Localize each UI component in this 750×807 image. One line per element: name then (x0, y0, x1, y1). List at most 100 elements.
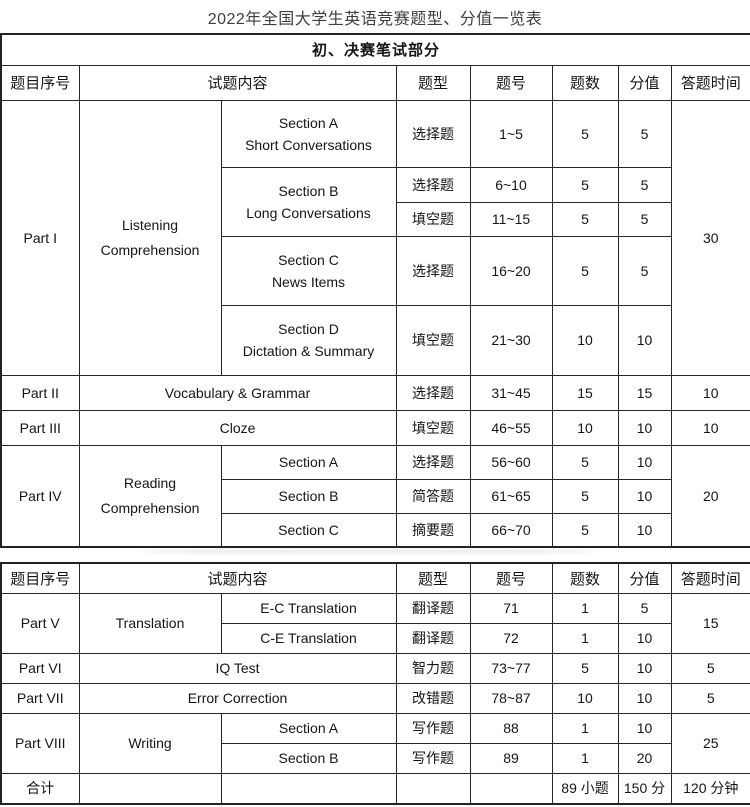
col-header-content: 试题内容 (78, 64, 397, 101)
question-numbers: 78~87 (469, 682, 553, 714)
question-count: 10 (551, 304, 619, 376)
question-score: 10 (617, 652, 672, 684)
question-score: 5 (617, 235, 672, 306)
question-score: 10 (617, 512, 672, 548)
col-header-part: 题目序号 (0, 64, 80, 101)
part-label: Part II (0, 374, 80, 411)
question-numbers: 61~65 (469, 478, 553, 514)
col-header-type: 题型 (395, 562, 471, 594)
col-header-type: 题型 (395, 64, 471, 101)
part-label: Part VII (0, 682, 80, 714)
part-content-line: Comprehension (100, 499, 200, 516)
question-count: 5 (551, 201, 619, 237)
question-numbers: 73~77 (469, 652, 553, 684)
question-score: 10 (617, 304, 672, 376)
question-type: 改错题 (395, 682, 471, 714)
part-content: Vocabulary & Grammar (78, 374, 397, 411)
question-count: 5 (551, 478, 619, 514)
table-row: Part VII Error Correction 改错题 78~87 10 1… (0, 682, 750, 714)
question-numbers: 6~10 (469, 166, 553, 203)
document-title: 2022年全国大学生英语竞赛题型、分值一览表 (207, 11, 543, 28)
answer-time: 10 (670, 374, 750, 411)
question-numbers: 46~55 (469, 409, 553, 446)
section-name-line: Short Conversations (245, 136, 372, 153)
table-row: Part VI IQ Test 智力题 73~77 5 10 5 (0, 652, 750, 684)
question-count: 5 (551, 166, 619, 203)
table-row: Part IV Reading Comprehension Section A … (0, 444, 750, 548)
question-count: 1 (551, 622, 619, 654)
question-score: 10 (617, 444, 672, 480)
question-numbers: 88 (469, 712, 553, 744)
scan-artifact (140, 549, 595, 554)
table-row: Section B 简答题 61~65 5 10 (1, 478, 750, 514)
answer-time: 10 (670, 409, 750, 446)
total-empty-cell (469, 772, 553, 805)
section-name: Section A (220, 712, 397, 744)
question-numbers: 16~20 (469, 235, 553, 306)
question-score: 5 (617, 99, 672, 168)
part-content: Error Correction (78, 682, 397, 714)
question-score: 10 (617, 409, 672, 446)
question-type: 智力题 (395, 652, 471, 684)
section-name: Section B (220, 478, 397, 514)
question-type: 写作题 (395, 742, 471, 774)
table1-section-banner: 初、决赛笔试部分 (0, 33, 750, 66)
written-test-table-continued: 题目序号 试题内容 题型 题号 题数 分值 答题时间 Part V Transl… (0, 562, 750, 805)
col-header-time: 答题时间 (670, 562, 750, 594)
answer-time: 5 (670, 682, 750, 714)
section-name-line: News Items (271, 273, 346, 290)
col-header-part: 题目序号 (0, 562, 80, 594)
question-type: 选择题 (395, 444, 471, 480)
question-score: 10 (617, 478, 672, 514)
part-label: Part IV (0, 444, 80, 548)
total-count: 89 小题 (551, 772, 619, 805)
part-content-line: Comprehension (100, 241, 200, 258)
col-header-score: 分值 (617, 562, 672, 594)
question-numbers: 56~60 (469, 444, 553, 480)
table-row: 合计 89 小题 150 分 120 分钟 (0, 772, 750, 805)
section-name: Section A Short Conversations (220, 99, 397, 168)
total-empty-cell (220, 772, 397, 805)
part-content: Translation (78, 592, 222, 654)
question-type: 翻译题 (395, 592, 471, 624)
question-count: 5 (551, 235, 619, 306)
part-content-line: Listening (121, 216, 179, 233)
part-label: Part VIII (0, 712, 80, 774)
section-name-line: Dictation & Summary (242, 343, 375, 359)
question-type: 简答题 (395, 478, 471, 514)
question-count: 10 (551, 682, 619, 714)
question-score: 10 (617, 682, 672, 714)
question-score: 5 (617, 592, 672, 624)
part-content: IQ Test (78, 652, 397, 684)
question-score: 15 (617, 374, 672, 411)
table-row: Part II Vocabulary & Grammar 选择题 31~45 1… (0, 374, 750, 411)
question-numbers: 11~15 (469, 201, 553, 237)
part-label: Part VI (0, 652, 80, 684)
section-name: C-E Translation (220, 622, 397, 654)
section-name: Section B Long Conversations (220, 166, 397, 237)
section-name: Section C (220, 512, 397, 548)
question-count: 15 (551, 374, 619, 411)
total-score: 150 分 (617, 772, 672, 805)
question-score: 5 (617, 166, 672, 203)
question-count: 5 (551, 99, 619, 168)
section-name: Section A (220, 444, 397, 480)
question-count: 5 (551, 652, 619, 684)
question-type: 写作题 (395, 712, 471, 744)
col-header-score: 分值 (617, 64, 672, 101)
question-numbers: 89 (469, 742, 553, 774)
table-row: Section D Dictation & Summary 填空题 21~30 … (1, 304, 750, 376)
section-name: Section C News Items (220, 235, 397, 306)
question-type: 摘要题 (395, 512, 471, 548)
part-label: Part III (0, 409, 80, 446)
section-name-line: Section A (278, 114, 339, 131)
question-count: 1 (551, 742, 619, 774)
question-numbers: 72 (469, 622, 553, 654)
question-type: 填空题 (395, 409, 471, 446)
question-score: 5 (617, 201, 672, 237)
part-label: Part V (0, 592, 80, 654)
col-header-number: 题号 (469, 562, 553, 594)
section-name-line: Long Conversations (246, 204, 371, 221)
question-numbers: 31~45 (469, 374, 553, 411)
question-type: 填空题 (395, 201, 471, 237)
